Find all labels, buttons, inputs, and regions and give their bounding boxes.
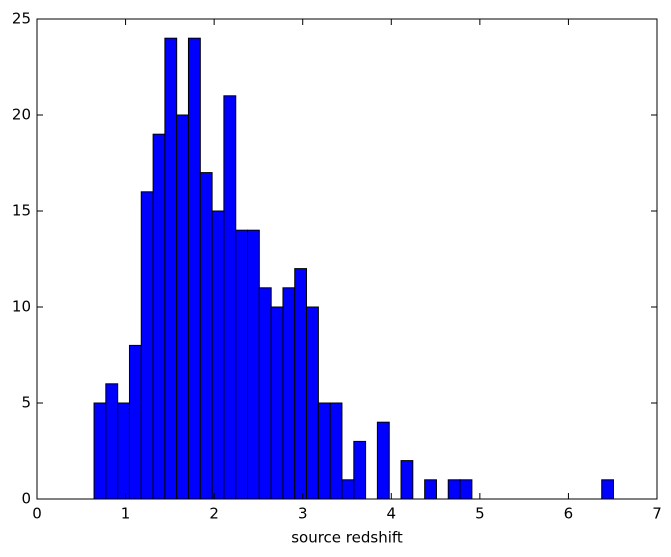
bar bbox=[164, 37, 178, 500]
y-tick-label: 20 bbox=[12, 106, 31, 124]
x-tick-label: 1 bbox=[121, 505, 131, 523]
bar bbox=[211, 210, 225, 500]
bar bbox=[447, 479, 461, 500]
bar bbox=[282, 287, 296, 500]
x-tick-label: 2 bbox=[209, 505, 219, 523]
bar bbox=[376, 421, 390, 500]
x-tick-label: 0 bbox=[32, 505, 42, 523]
bar bbox=[223, 95, 237, 500]
x-tick-label: 3 bbox=[298, 505, 308, 523]
x-tick-label: 5 bbox=[475, 505, 485, 523]
y-tick-label: 25 bbox=[12, 10, 31, 28]
bar bbox=[152, 133, 166, 500]
bar bbox=[176, 114, 189, 500]
bar bbox=[199, 172, 213, 500]
x-axis-label: source redshift bbox=[291, 529, 403, 547]
bar bbox=[128, 344, 142, 500]
x-tick-label: 4 bbox=[387, 505, 397, 523]
bar bbox=[140, 191, 154, 500]
bar bbox=[306, 306, 319, 500]
bar bbox=[187, 37, 201, 500]
x-tick-label: 7 bbox=[652, 505, 662, 523]
bar bbox=[117, 402, 130, 500]
bar bbox=[424, 479, 437, 500]
x-tick-label: 6 bbox=[564, 505, 574, 523]
y-tick-label: 10 bbox=[12, 298, 31, 316]
bar bbox=[353, 440, 367, 500]
y-tick-label: 0 bbox=[21, 490, 31, 508]
y-tick-label: 15 bbox=[12, 202, 31, 220]
bar bbox=[235, 229, 249, 500]
y-tick-label: 5 bbox=[21, 394, 31, 412]
bar bbox=[105, 383, 119, 500]
bar bbox=[329, 402, 343, 500]
bar bbox=[400, 460, 414, 500]
bar bbox=[247, 229, 260, 500]
plot-frame bbox=[36, 18, 658, 500]
bar bbox=[93, 402, 107, 500]
bar bbox=[601, 479, 615, 500]
bar bbox=[258, 287, 272, 500]
bar bbox=[270, 306, 284, 500]
bar bbox=[341, 479, 355, 500]
bar bbox=[294, 268, 308, 500]
bar bbox=[317, 402, 331, 500]
bar bbox=[459, 479, 473, 500]
